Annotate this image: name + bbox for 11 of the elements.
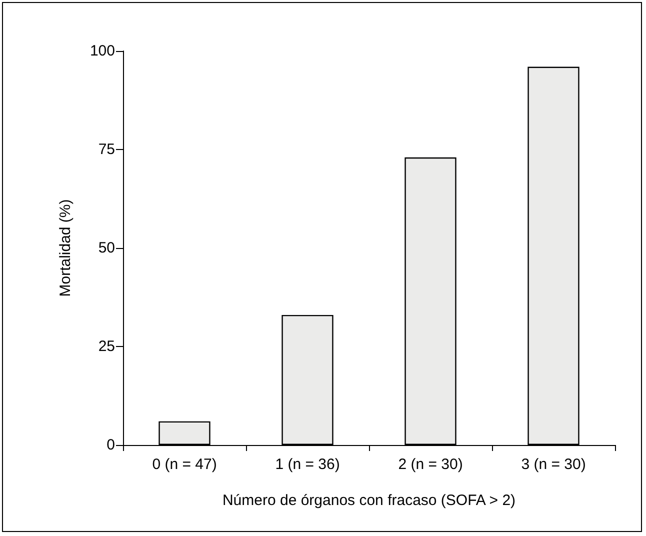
y-axis-title: Mortalidad (%) xyxy=(57,199,74,297)
x-tick-label: 3 (n = 30) xyxy=(521,456,586,473)
y-tick-label: 0 xyxy=(106,436,115,454)
x-tick-label: 0 (n = 47) xyxy=(152,456,217,473)
x-tick-label: 2 (n = 30) xyxy=(398,456,463,473)
y-tick-label: 75 xyxy=(98,141,115,158)
y-tick-label: 50 xyxy=(98,240,115,256)
y-tick-label: 100 xyxy=(90,42,115,60)
x-axis-title: Número de órganos con fracaso (SOFA > 2) xyxy=(222,492,516,509)
y-tick-label: 25 xyxy=(98,338,115,355)
x-tick-label: 1 (n = 36) xyxy=(275,456,340,473)
